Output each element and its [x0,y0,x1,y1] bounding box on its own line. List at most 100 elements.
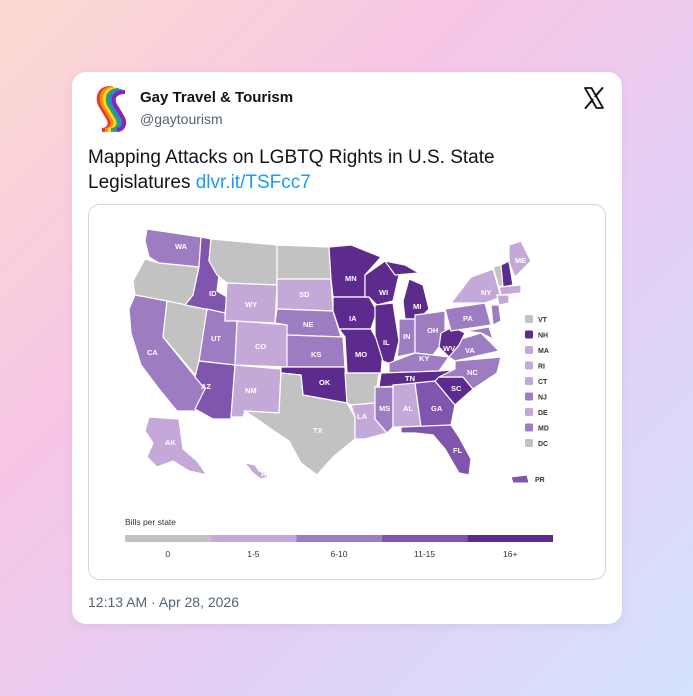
label-la: LA [357,412,368,421]
rainbow-ribbon-logo-icon[interactable] [88,82,128,134]
scale-label-3: 11-15 [414,549,435,559]
label-wi: WI [379,288,388,297]
state-ak [144,416,209,476]
east-legend-swatch-nj [525,392,533,401]
label-pr: PR [535,477,545,484]
state-ga [414,380,456,428]
state-ny [449,268,502,304]
label-ks: KS [311,350,321,359]
scale-segment-2 [296,535,382,542]
label-tx: TX [313,426,323,435]
author-name[interactable]: Gay Travel & Tourism [140,89,294,106]
east-legend-swatch-ct [525,377,533,385]
east-coast-legend: VT NH MA RI CT NJ DE MD DC [525,315,549,448]
us-states-map: WA ID MN WI MI ME NY WY SD IA PA NE IN O… [125,228,553,559]
state-pa [444,302,492,332]
east-legend-swatch-nh [525,330,533,339]
east-legend-swatch-vt [525,315,533,323]
state-nh [500,260,514,288]
label-wy: WY [245,300,257,309]
east-legend-label-ma: MA [538,348,549,355]
label-nc: NC [467,368,478,377]
tweet-text: Mapping Attacks on LGBTQ Rights in U.S. … [88,145,588,195]
label-wv: WV [443,344,455,353]
state-hi [243,462,270,480]
state-in [396,318,416,358]
scale-segment-4 [467,535,553,542]
label-al: AL [403,404,413,413]
east-legend-label-nj: NJ [538,395,547,402]
tweet-card[interactable]: Gay Travel & Tourism @gaytourism Mapping… [72,72,622,624]
scale-label-4: 16+ [503,549,517,559]
east-legend-label-de: DE [538,410,548,417]
label-fl: FL [453,446,463,455]
state-ma [498,284,522,296]
state-nj [490,304,502,326]
x-logo-icon[interactable] [582,86,606,110]
label-pa: PA [463,314,473,323]
label-ca: CA [147,348,158,357]
label-va: VA [465,346,475,355]
label-mn: MN [345,274,357,283]
label-az: AZ [201,382,211,391]
label-il: IL [383,338,390,347]
label-id: ID [209,289,217,298]
label-me: ME [515,256,526,265]
state-md [464,326,495,341]
state-ia [332,296,378,330]
state-me [508,240,532,279]
east-legend-swatch-dc [525,439,533,447]
state-nd [276,244,332,280]
label-ga: GA [431,404,443,413]
east-legend-label-nh: NH [538,333,548,340]
label-co: CO [255,342,266,351]
author-handle[interactable]: @gaytourism [140,111,223,127]
label-ny: NY [481,288,491,297]
east-legend-label-ct: CT [538,379,548,386]
label-ia: IA [349,314,357,323]
tweet-timestamp[interactable]: 12:13 AM · Apr 28, 2026 [88,594,239,610]
label-mi: MI [413,302,421,311]
tweet-media-map[interactable]: WA ID MN WI MI ME NY WY SD IA PA NE IN O… [88,204,606,580]
scale-segment-0 [125,535,211,542]
label-tn: TN [405,374,415,383]
state-labels: WA ID MN WI MI ME NY WY SD IA PA NE IN O… [147,242,526,479]
state-nc [438,356,502,390]
east-legend-label-dc: DC [538,441,548,448]
state-tx [242,372,356,476]
scale-label-2: 6-10 [330,549,347,559]
state-ms [374,386,394,434]
scale-segment-3 [381,535,468,542]
label-ut: UT [211,334,221,343]
east-legend-swatch-de [525,408,533,416]
state-ct [496,294,510,306]
label-ak: AK [165,438,176,447]
tweet-text-body: Mapping Attacks on LGBTQ Rights in U.S. … [88,147,495,193]
state-ar [344,372,380,406]
label-in: IN [403,332,411,341]
scale-label-0: 0 [165,549,170,559]
scale-segment-1 [210,535,297,542]
scale-title: Bills per state [125,517,176,527]
label-ne: NE [303,320,313,329]
label-oh: OH [427,326,438,335]
color-scale: 0 1-5 6-10 11-15 16+ [125,535,553,559]
label-nm: NM [245,386,257,395]
east-legend-label-ri: RI [538,364,545,371]
east-legend-swatch-ri [525,361,533,370]
label-hi: HI [261,470,269,479]
label-mo: MO [355,350,367,359]
scale-label-1: 1-5 [247,549,260,559]
label-ok: OK [319,378,331,387]
label-ky: KY [419,354,429,363]
label-ms: MS [379,404,390,413]
tweet-link[interactable]: dlvr.it/TSFcc7 [195,172,311,193]
east-legend-swatch-md [525,423,533,432]
label-wa: WA [175,242,188,251]
state-fl [400,424,472,476]
east-legend-label-vt: VT [538,317,548,324]
territory-pr [510,474,530,484]
east-legend-swatch-ma [525,346,533,354]
label-sd: SD [299,290,310,299]
label-sc: SC [451,384,462,393]
